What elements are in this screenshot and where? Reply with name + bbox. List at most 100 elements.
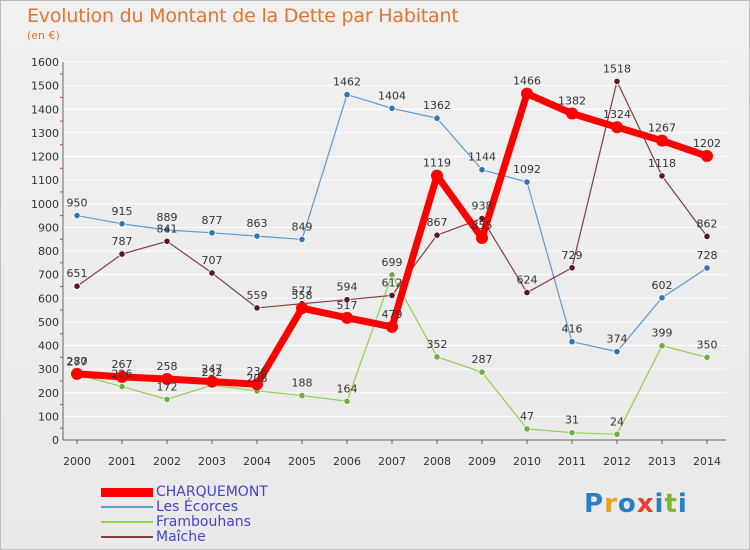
data-point [613, 77, 621, 85]
data-point [163, 395, 171, 403]
data-point [206, 375, 218, 388]
data-point [163, 237, 171, 245]
data-point [568, 264, 576, 272]
x-tick-label: 2000 [63, 455, 91, 468]
data-point [433, 114, 441, 122]
data-label: 374 [607, 333, 628, 346]
logo-letter: i [654, 489, 665, 519]
proxiti-logo: Proxiti [584, 489, 688, 519]
y-tick-label: 800 [38, 245, 59, 258]
y-tick-label: 900 [38, 221, 59, 234]
data-point [253, 232, 261, 240]
x-tick-label: 2006 [333, 455, 361, 468]
data-point [431, 169, 443, 182]
data-label: 699 [382, 256, 403, 269]
data-point [71, 367, 83, 380]
data-label: 624 [517, 274, 538, 287]
x-tick-label: 2002 [153, 455, 181, 468]
x-tick-label: 2008 [423, 455, 451, 468]
data-label: 863 [247, 217, 268, 230]
data-point [568, 429, 576, 437]
x-tick-label: 2011 [558, 455, 586, 468]
data-label: 24 [610, 415, 624, 428]
data-point [161, 373, 173, 386]
data-point [478, 368, 486, 376]
y-tick-label: 1500 [31, 80, 59, 93]
data-label: 1267 [648, 122, 676, 135]
data-point [566, 107, 578, 120]
data-label: 172 [157, 380, 178, 393]
x-tick-label: 2009 [468, 455, 496, 468]
data-label: 350 [697, 338, 718, 351]
data-label: 287 [472, 353, 493, 366]
data-label: 1382 [558, 95, 586, 108]
x-tick-label: 2003 [198, 455, 226, 468]
data-label: 352 [427, 338, 448, 351]
grid-lines [63, 61, 726, 441]
y-tick-label: 1600 [31, 56, 59, 69]
data-point [118, 250, 126, 258]
data-point [521, 87, 533, 100]
logo-letter: i [677, 489, 688, 519]
data-point [523, 288, 531, 297]
data-point [658, 342, 666, 350]
data-label: 31 [565, 414, 579, 427]
chart-subtitle: (en €) [27, 29, 60, 42]
data-label: 226 [112, 368, 133, 381]
data-point [343, 91, 351, 99]
data-label: 877 [202, 214, 223, 227]
data-point [298, 391, 306, 400]
data-label: 612 [382, 276, 403, 289]
data-point [388, 271, 396, 279]
data-label: 938 [472, 199, 493, 212]
data-point [296, 302, 308, 315]
data-label: 855 [472, 219, 493, 232]
data-point [523, 425, 531, 433]
data-point [388, 291, 396, 300]
data-point [208, 229, 216, 237]
data-label: 47 [520, 410, 534, 423]
data-point [523, 178, 531, 186]
data-label: 950 [67, 197, 88, 210]
data-label: 1404 [378, 89, 406, 102]
x-tick-label: 2012 [603, 455, 631, 468]
data-label: 1518 [603, 62, 631, 75]
data-label: 1119 [423, 157, 451, 170]
data-point [433, 231, 441, 239]
y-tick-label: 400 [38, 340, 59, 353]
data-point [208, 269, 216, 277]
y-tick-label: 200 [38, 387, 59, 400]
data-label: 1202 [693, 137, 721, 150]
data-label: 517 [337, 299, 358, 312]
y-tick-label: 1400 [31, 103, 59, 116]
data-label: 208 [247, 372, 268, 385]
data-label: 559 [247, 289, 268, 302]
data-label: 577 [292, 285, 313, 298]
data-label: 232 [202, 366, 223, 379]
data-point [118, 220, 126, 228]
data-point [163, 226, 171, 234]
data-label: 728 [697, 249, 718, 262]
logo-letter: r [604, 489, 618, 519]
logo-letter: o [617, 489, 637, 519]
data-label: 1462 [333, 76, 361, 89]
data-point [658, 294, 666, 302]
data-label: 841 [157, 222, 178, 235]
data-label: 651 [67, 267, 88, 280]
data-label: 399 [652, 327, 673, 340]
data-label: 602 [652, 279, 673, 292]
legend-label: CHARQUEMONT [156, 484, 268, 500]
y-tick-label: 100 [38, 410, 59, 423]
data-label: 867 [427, 216, 448, 229]
data-label: 1362 [423, 99, 451, 112]
data-point [343, 397, 351, 405]
y-tick-label: 500 [38, 316, 59, 329]
data-point [703, 353, 711, 361]
data-label: 787 [112, 235, 133, 248]
data-point [386, 320, 398, 333]
data-point [73, 282, 81, 290]
data-point [253, 304, 261, 312]
series-group [71, 77, 713, 438]
